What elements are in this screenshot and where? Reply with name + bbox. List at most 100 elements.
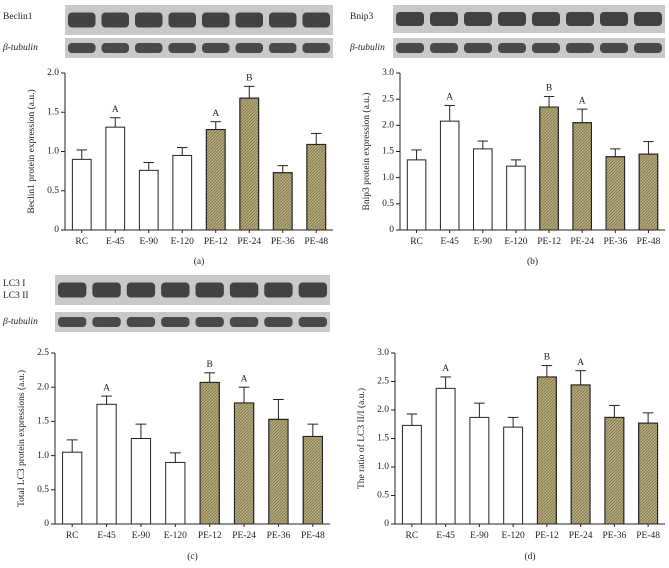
x-tick-label: PE-12 xyxy=(198,531,222,541)
caption: (d) xyxy=(524,551,535,562)
blot-band xyxy=(634,12,662,26)
x-tick-label: E-45 xyxy=(106,237,125,247)
x-tick-label: E-120 xyxy=(504,237,527,247)
blot-band xyxy=(396,43,424,53)
significance-label: A xyxy=(212,109,219,119)
significance-label: B xyxy=(546,84,552,94)
blot-band xyxy=(566,12,594,26)
y-tick-label: 0.5 xyxy=(47,186,59,196)
caption: (a) xyxy=(194,256,205,267)
bar xyxy=(138,169,159,231)
bar xyxy=(406,159,427,231)
y-tick-label: 1.5 xyxy=(47,107,59,117)
y-tick-label: 0 xyxy=(54,225,59,235)
x-tick-label: E-90 xyxy=(132,531,151,541)
blot-band xyxy=(161,317,190,327)
x-tick-label: PE-12 xyxy=(537,237,561,247)
significance-label: A xyxy=(103,383,110,393)
y-tick-label: 0.5 xyxy=(382,199,394,209)
blot-band xyxy=(229,317,259,327)
blot-label: LC3 II xyxy=(3,291,29,301)
y-tick-label: 3.0 xyxy=(382,68,394,78)
y-tick-label: 1.0 xyxy=(382,173,394,183)
bar xyxy=(503,426,524,525)
x-tick-label: PE-36 xyxy=(603,237,627,247)
bar-hatch xyxy=(268,418,289,525)
blot-band xyxy=(396,12,424,26)
bar xyxy=(130,438,152,525)
blot-band xyxy=(161,282,190,298)
significance-label: B xyxy=(544,353,550,363)
significance-label: A xyxy=(579,96,586,106)
bar-hatch xyxy=(302,435,323,525)
blot-band xyxy=(229,282,259,298)
blot-band xyxy=(298,282,327,298)
x-tick-label: PE-24 xyxy=(232,531,256,541)
blot-band xyxy=(58,317,87,327)
x-tick-label: PE-24 xyxy=(237,237,261,247)
blot-band xyxy=(430,12,458,26)
y-tick-label: 1.5 xyxy=(37,417,49,427)
blot-band xyxy=(235,43,263,53)
blot-band xyxy=(302,12,330,28)
blot-band xyxy=(126,317,156,327)
bar xyxy=(62,451,83,525)
blot-band xyxy=(298,317,327,327)
bar-hatch xyxy=(570,384,591,525)
x-tick-label: PE-24 xyxy=(570,237,594,247)
blot-label: Beclin1 xyxy=(3,12,33,22)
significance-label: A xyxy=(442,364,449,374)
blot-band xyxy=(600,43,628,53)
bar xyxy=(401,424,422,525)
y-tick-label: 2.0 xyxy=(377,405,389,415)
x-tick-label: PE-24 xyxy=(569,531,593,541)
y-tick-label: 1.5 xyxy=(377,434,389,444)
bar xyxy=(172,154,193,231)
x-tick-label: E-90 xyxy=(470,531,489,541)
bar xyxy=(473,148,493,231)
significance-label: A xyxy=(241,374,248,384)
bar xyxy=(96,403,117,525)
x-tick-label: E-45 xyxy=(97,531,116,541)
x-tick-label: RC xyxy=(406,531,419,541)
caption: (b) xyxy=(527,256,538,267)
bar-hatch xyxy=(638,153,659,231)
bar xyxy=(435,387,456,525)
blot-band xyxy=(92,282,121,298)
blot-band xyxy=(235,12,263,28)
blot-label: β-tubulin xyxy=(2,43,38,53)
y-axis-label: Bnip3 protein expression (a.u.) xyxy=(361,93,372,211)
blot-band xyxy=(195,282,224,298)
blot-label: LC3 I xyxy=(3,279,25,289)
x-tick-label: PE-48 xyxy=(301,531,325,541)
x-tick-label: RC xyxy=(75,237,88,247)
bar xyxy=(105,126,126,231)
x-tick-label: E-45 xyxy=(436,531,455,541)
y-tick-label: 2.0 xyxy=(382,121,394,131)
x-tick-label: PE-36 xyxy=(271,237,295,247)
significance-label: A xyxy=(446,93,453,103)
y-tick-label: 0.5 xyxy=(37,485,49,495)
blot-band xyxy=(135,12,163,28)
significance-label: A xyxy=(112,105,119,115)
blot-band xyxy=(498,12,526,26)
blot-strip xyxy=(393,38,665,58)
bar xyxy=(439,120,460,231)
bar xyxy=(506,165,526,231)
bar-hatch xyxy=(239,97,260,231)
x-tick-label: PE-48 xyxy=(637,237,661,247)
blot-band xyxy=(634,43,662,53)
significance-label: B xyxy=(207,360,213,370)
blot-band xyxy=(498,43,526,53)
bar-hatch xyxy=(205,129,226,231)
blot-band xyxy=(264,317,293,327)
x-tick-label: PE-12 xyxy=(535,531,559,541)
blot-band xyxy=(126,282,156,298)
y-tick-label: 2.5 xyxy=(377,377,389,387)
x-tick-label: PE-48 xyxy=(304,237,328,247)
y-tick-label: 2.0 xyxy=(37,382,49,392)
blot-band xyxy=(202,43,230,53)
blot-band xyxy=(269,43,297,53)
x-tick-label: E-90 xyxy=(474,237,493,247)
bar-hatch xyxy=(605,156,626,231)
